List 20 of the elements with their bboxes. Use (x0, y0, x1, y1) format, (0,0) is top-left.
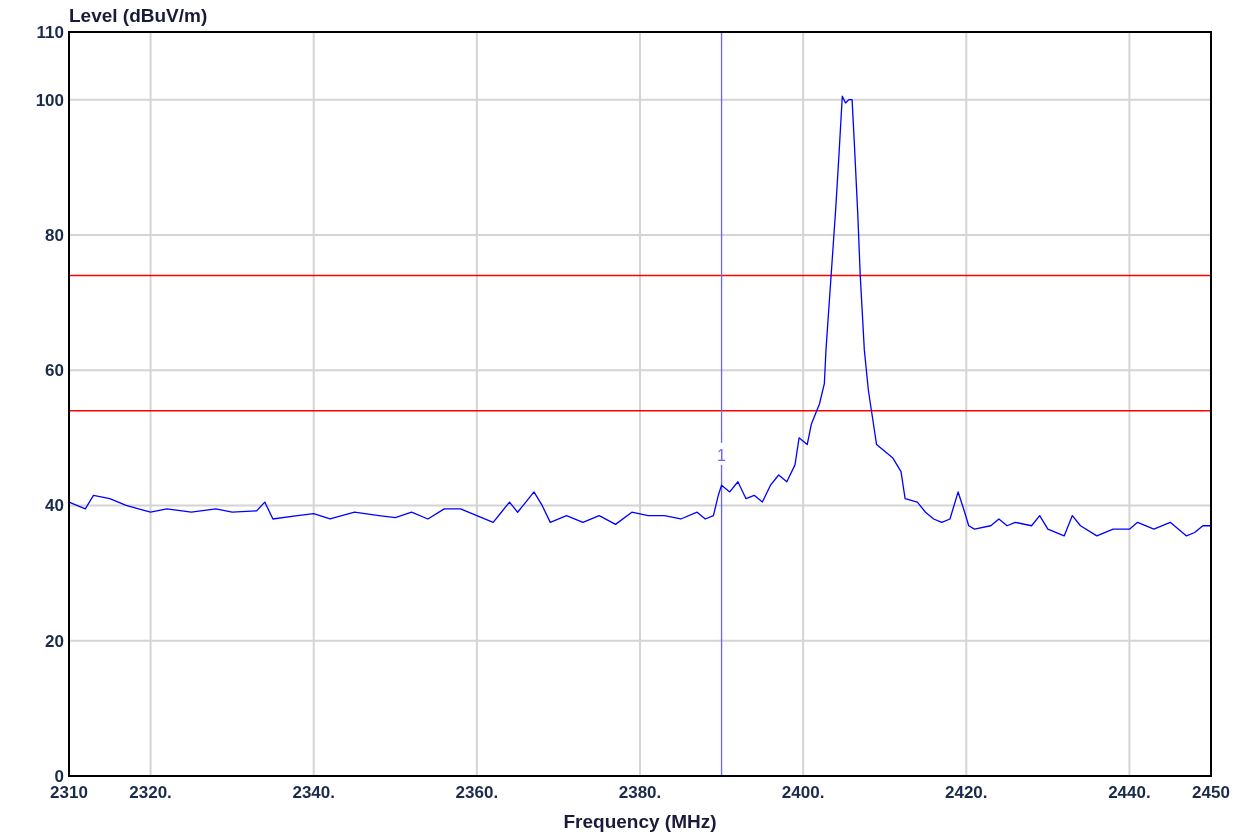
x-tick-label: 2360. (455, 783, 499, 802)
x-tick-label: 2420. (945, 783, 988, 802)
x-tick-label: 2450 (1192, 783, 1230, 802)
annotation: 1 (717, 446, 727, 464)
x-tick-label: 2320. (129, 783, 172, 802)
y-tick-label: 20 (45, 631, 64, 651)
y-tick-label: 60 (45, 361, 64, 381)
x-axis-title: Frequency (MHz) (563, 811, 717, 832)
y-tick-label: 80 (45, 225, 64, 245)
y-tick-label: 0 (54, 767, 64, 786)
x-tick-label: 2440. (1108, 783, 1151, 802)
line-series (68, 95, 1212, 537)
x-tick-label: 2380. (618, 783, 662, 802)
y-axis-title: Level (dBuV/m) (69, 5, 208, 26)
y-tick-label: 40 (45, 496, 64, 516)
y-tick-label: 100 (35, 90, 64, 110)
x-tick-label: 2310 (50, 783, 88, 802)
x-tick-label: 2340. (292, 783, 335, 802)
y-tick-label: 110 (36, 23, 64, 42)
x-tick-label: 2400. (781, 783, 825, 802)
